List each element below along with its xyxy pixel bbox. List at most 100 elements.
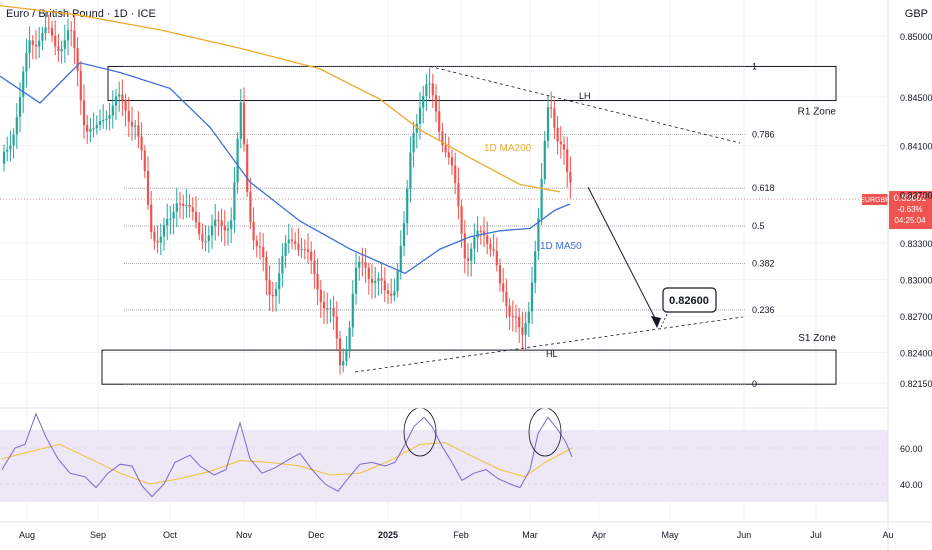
candle-body [543,140,546,179]
ma200-line [0,4,561,193]
zone-box [101,349,837,385]
candle-body [217,219,220,221]
candle-body [530,282,534,312]
candle-body [370,278,374,283]
price-tick-label: 0.85000 [900,32,932,42]
candle-body [271,295,274,297]
candle-body [450,157,454,166]
candle-body [457,182,460,207]
candle-body [258,246,262,248]
price-tick-label: 0.82400 [900,349,932,359]
candle-body [159,236,162,243]
candle-body [502,283,505,292]
candle-body [44,27,47,34]
candle-body [550,107,553,109]
candle-body [105,118,108,120]
symbol-tag [862,194,888,206]
fib-level-label: 0.618 [752,183,775,193]
fib-level-label: 1 [752,61,757,71]
zone-label: R1 Zone [798,107,837,118]
candle-body [466,258,470,261]
candle-body [367,267,370,279]
candle-body [121,94,124,101]
fib-level-label: 0.236 [752,305,775,315]
candle-body [265,257,268,281]
candle-body [34,44,38,47]
candle-body [338,338,342,366]
candle-body [9,145,12,150]
zone-box [107,65,837,102]
callout-leader [660,311,669,328]
price-tick-label: 0.84500 [900,93,932,103]
candle-body [252,221,255,241]
ma200-label: 1D MA200 [484,143,532,154]
candle-body [210,225,214,236]
candle-body [38,40,41,47]
price-tag-countdown: 04:25:04 [894,216,926,225]
candle-body [201,234,204,242]
candle-body [134,125,137,127]
candle-body [70,30,73,32]
candle-body [178,203,182,205]
time-tick-label: Au [882,530,893,540]
time-tick-label: Apr [592,530,606,540]
candle-body [431,83,434,96]
candle-body [553,108,556,128]
candle-body [489,244,492,250]
candle-body [172,211,175,219]
candle-body [274,289,278,296]
rsi-band [0,430,888,502]
time-tick-label: Aug [19,530,35,540]
candle-body [406,188,409,224]
candle-body [278,273,281,290]
candle-body [249,191,252,222]
candle-body [111,105,114,116]
price-tick-label: 0.83700 [900,190,932,200]
candle-body [345,351,348,362]
time-tick-label: Nov [236,530,253,540]
candle-body [390,293,393,296]
candle-body [354,267,358,294]
candle-body [310,251,313,261]
candle-body [188,205,191,208]
candle-body [383,280,386,291]
time-tick-label: Jun [737,530,752,540]
candle-body [198,222,201,235]
candle-body [444,145,447,153]
candle-body [415,123,418,133]
candle-body [22,71,25,98]
candle-body [460,206,463,234]
candle-body [204,241,207,243]
candle-body [79,70,82,101]
candle-body [169,218,172,220]
candle-body [89,128,92,132]
candle-body [319,289,322,303]
candle-body [470,248,473,261]
candle-body [556,127,559,142]
candle-body [514,316,518,318]
price-tag-value: 0.83661 [894,193,927,203]
candle-body [239,102,242,139]
price-tick-label: 0.83000 [900,276,932,286]
candle-body [150,204,153,233]
candle-body [114,96,118,106]
time-tick-label: Mar [522,530,538,540]
candle-body [537,218,540,252]
candle-body [546,107,550,141]
candle-body [447,152,450,158]
candle-body [124,100,127,111]
candle-body [194,211,198,223]
time-tick-label: May [661,530,679,540]
lower-high-trendline [429,66,741,144]
candle-body [66,30,70,41]
candle-body [326,308,329,310]
candle-body [290,239,294,242]
candle-body [377,278,380,281]
candle-body [492,249,495,251]
candle-body [268,280,271,296]
candle-body [220,220,223,226]
candle-body [63,40,66,49]
fib-level-label: 0.786 [752,130,775,140]
candle-body [498,265,502,284]
